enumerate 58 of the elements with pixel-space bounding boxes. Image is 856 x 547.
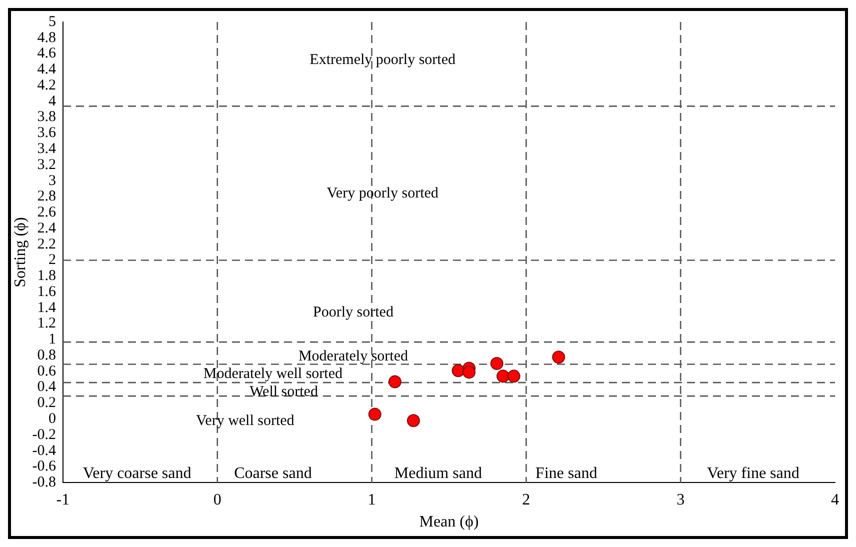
y-tick-label: 4 (48, 93, 56, 110)
y-tick-label: 2.4 (37, 220, 56, 236)
y-tick-label: 1.2 (37, 316, 56, 332)
y-tick-label: 0.8 (37, 347, 56, 364)
x-tick-label: 4 (831, 491, 839, 508)
y-tick-label: 2 (48, 252, 56, 268)
x-tick-label: 0 (213, 491, 222, 508)
annotation: Extremely poorly sorted (310, 52, 456, 68)
y-tick-label: 4.4 (37, 62, 56, 78)
y-tick-label: 5 (48, 14, 56, 30)
y-tick-label: 2.2 (37, 236, 56, 252)
y-tick-label: 3.2 (37, 156, 56, 173)
annotation: Very well sorted (196, 412, 295, 429)
y-tick-label: 4.2 (37, 77, 56, 94)
y-tick-label: 0.4 (37, 379, 56, 396)
y-tick-label: 4.8 (37, 30, 56, 46)
y-tick-label: 1 (48, 332, 56, 348)
annotation: Coarse sand (234, 465, 312, 482)
y-tick-label: 1.4 (37, 300, 56, 316)
annotation: Poorly sorted (313, 304, 394, 321)
x-tick-label: 2 (522, 491, 530, 508)
point (388, 375, 402, 388)
y-tick-label: 3.6 (37, 125, 56, 142)
y-tick-label: 0.2 (37, 395, 56, 412)
y-tick-label: 1.6 (37, 284, 56, 300)
annotation: Very poorly sorted (326, 185, 439, 202)
point (552, 350, 566, 364)
annotation: Moderately sorted (298, 348, 409, 364)
y-tick-label: -0.6 (32, 458, 56, 475)
y-tick-label: 3.4 (37, 141, 56, 157)
annotation: Medium sand (394, 465, 482, 482)
y-tick-label: 2.8 (37, 188, 56, 205)
annotation: Very coarse sand (82, 465, 192, 482)
x-tick-label: 3 (676, 491, 685, 508)
x-tick-label: 1 (368, 491, 376, 508)
point (496, 370, 510, 383)
point (406, 414, 420, 428)
point (490, 356, 504, 370)
annotation: Very fine sand (706, 465, 800, 482)
x-tick-label: -1 (56, 491, 70, 508)
y-tick-label: 2.6 (37, 204, 56, 221)
point (368, 408, 382, 421)
point (507, 370, 520, 383)
point (462, 366, 476, 379)
y-tick-label: 0.6 (37, 363, 56, 380)
annotation: Fine sand (535, 465, 598, 482)
annotation: Moderately well sorted (203, 366, 344, 382)
x-axis-title: Mean (ϕ) (419, 514, 479, 531)
y-tick-label: -0.8 (32, 474, 56, 491)
y-tick-label: 4.6 (37, 46, 56, 62)
y-tick-label: -0.2 (32, 426, 56, 443)
point (452, 364, 465, 378)
y-tick-label: 3.8 (37, 109, 56, 126)
y-tick-label: 0 (48, 411, 56, 428)
y-tick-label: -0.4 (32, 442, 56, 459)
y-axis-title: Sorting (ϕ) (12, 217, 29, 288)
y-tick-label: 3 (48, 172, 56, 189)
y-tick-label: 1.8 (37, 268, 56, 284)
